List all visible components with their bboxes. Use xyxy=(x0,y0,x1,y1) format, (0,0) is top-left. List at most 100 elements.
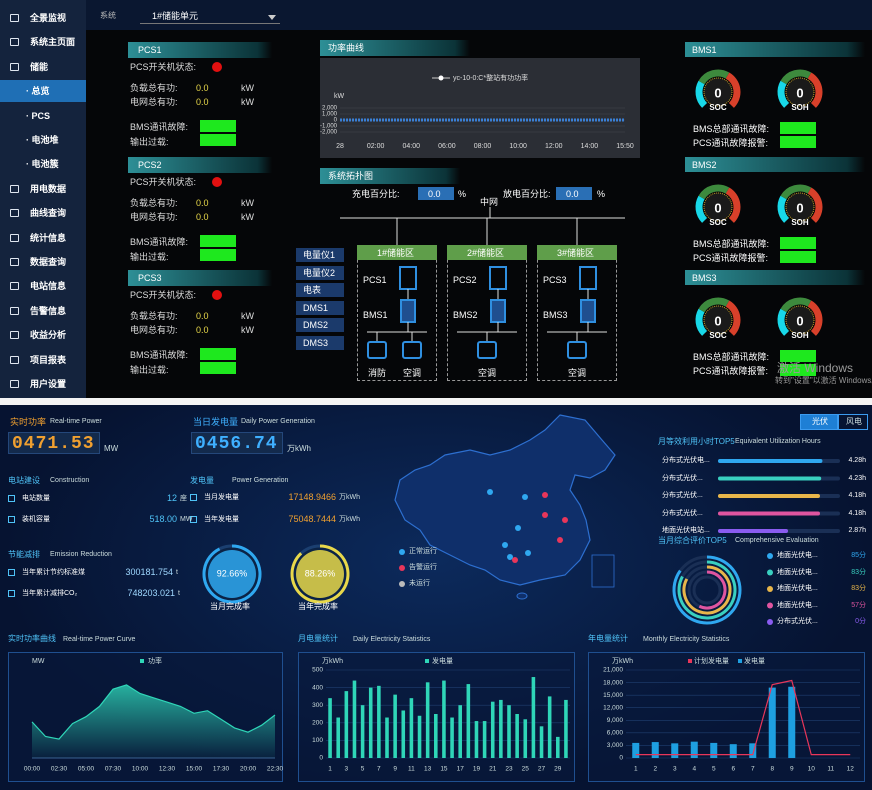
meter-button[interactable] xyxy=(296,265,344,280)
menu-item[interactable]: 曲线查询 xyxy=(30,208,67,219)
bar xyxy=(377,685,381,758)
y-tick-label: 15,000 xyxy=(603,692,623,699)
tab[interactable] xyxy=(800,414,838,430)
menu-item[interactable]: · 电池堆 xyxy=(26,135,59,145)
completion-arc xyxy=(202,544,262,604)
menu-icon xyxy=(10,282,19,291)
menu-item[interactable]: 储能 xyxy=(30,61,49,72)
x-tick-label: 8 xyxy=(770,766,774,773)
menu-item[interactable]: 收益分析 xyxy=(30,330,67,341)
gauge-track xyxy=(807,187,823,223)
kpi-value: 0456.74 xyxy=(195,434,278,454)
pcs-icon xyxy=(489,266,507,290)
menu-item[interactable]: 数据查询 xyxy=(30,257,67,267)
meter-label[interactable]: 电量仪2 xyxy=(303,267,336,278)
menu-item[interactable]: 告警信息 xyxy=(30,305,67,316)
meter-button[interactable] xyxy=(296,300,344,315)
y-tick-label: 300 xyxy=(312,702,323,709)
menu-item[interactable]: 统计信息 xyxy=(30,232,67,243)
map-legend: 告警运行 xyxy=(409,564,437,571)
row-label: 当年累计节约标准煤 xyxy=(22,569,85,576)
meter-label[interactable]: DMS2 xyxy=(303,320,329,330)
menu-item[interactable]: 用电数据 xyxy=(30,183,67,194)
y-tick-label: 100 xyxy=(312,737,323,744)
menu-item[interactable]: · 电池簇 xyxy=(26,159,59,170)
y-tick-label: 1,000 xyxy=(322,112,338,118)
map-china xyxy=(394,414,616,586)
meter-button[interactable] xyxy=(296,283,344,297)
ok-indicator xyxy=(780,237,816,249)
ok-indicator xyxy=(780,136,816,148)
system-label: 系统 xyxy=(100,11,116,20)
tab-label[interactable]: 风电 xyxy=(846,417,862,426)
x-tick-label: 9 xyxy=(790,766,794,773)
x-tick-label: 25 xyxy=(522,766,530,773)
kpi-box xyxy=(8,432,100,454)
item-value: 0分 xyxy=(855,618,866,625)
legend-pin xyxy=(399,581,405,587)
x-tick-label: 1 xyxy=(634,766,638,773)
y-tick-label: 0 xyxy=(619,755,623,762)
y-tick-label: 21,000 xyxy=(603,667,623,674)
ok-indicator xyxy=(200,362,236,374)
meter-button[interactable] xyxy=(296,248,344,262)
menu-item[interactable]: 全景监视 xyxy=(30,13,67,23)
section-header xyxy=(320,40,470,56)
row-value: 12 xyxy=(166,493,177,503)
load-value: 0.0 xyxy=(196,83,209,93)
bar xyxy=(671,743,679,758)
y-tick-label: 3,000 xyxy=(607,742,624,749)
pcs-node: PCS1 xyxy=(363,275,387,285)
tab[interactable] xyxy=(838,414,868,430)
meter-button[interactable] xyxy=(296,335,344,350)
row-label: 电站数量 xyxy=(22,495,50,502)
axis-label: kW xyxy=(334,93,345,100)
meter-label[interactable]: DMS1 xyxy=(303,302,329,313)
section-title: 发电量 xyxy=(190,476,214,485)
meter-label[interactable]: 电量仪1 xyxy=(303,250,336,260)
bar xyxy=(328,698,332,758)
map-pin xyxy=(525,550,531,556)
grid-value: 0.0 xyxy=(196,212,209,222)
item-value: 57分 xyxy=(851,601,866,609)
section-subtitle: Construction xyxy=(50,477,90,484)
tab-label[interactable]: 光伏 xyxy=(812,417,828,426)
meter-label[interactable]: DMS3 xyxy=(303,337,329,348)
bar xyxy=(490,701,495,758)
menu-item[interactable]: 用户设置 xyxy=(30,379,67,389)
menu-item[interactable]: 系统主页面 xyxy=(30,37,76,48)
meter-label[interactable]: 电表 xyxy=(303,285,322,295)
bar xyxy=(729,744,737,758)
legend-swatch xyxy=(425,659,429,663)
menu-item[interactable]: · PCS xyxy=(26,110,51,121)
x-tick-label: 11 xyxy=(408,766,415,773)
item-name: 地面光伏电站... xyxy=(662,527,710,534)
menu-item[interactable]: 项目报表 xyxy=(30,354,67,365)
item-name: 分布式光伏电... xyxy=(662,457,710,464)
axis-label: 万kWh xyxy=(612,657,633,665)
menu-active[interactable] xyxy=(0,80,86,103)
meter-button[interactable] xyxy=(296,318,344,332)
gauge-number: 0 xyxy=(714,313,721,328)
menu-item[interactable]: 电站信息 xyxy=(30,281,67,292)
bar xyxy=(442,680,446,758)
bar xyxy=(718,494,820,498)
bar xyxy=(531,677,536,758)
zone-name: 3#储能区 xyxy=(557,248,595,258)
pcs-header xyxy=(128,157,272,173)
bar xyxy=(547,696,552,758)
menu-icon xyxy=(10,380,19,388)
item-value: 4.23h xyxy=(848,474,866,482)
gauge-track xyxy=(698,69,730,85)
dropdown[interactable] xyxy=(140,8,280,24)
load-name: 空调 xyxy=(478,368,497,378)
ring xyxy=(672,555,742,625)
row-icon xyxy=(190,516,197,523)
menu-item[interactable]: · 总览 xyxy=(26,86,50,97)
bar xyxy=(788,686,796,758)
item-name: 分布式光伏... xyxy=(662,492,703,499)
bms-icon xyxy=(490,299,506,323)
pcs-header xyxy=(128,42,272,58)
gauge-track xyxy=(695,195,708,223)
